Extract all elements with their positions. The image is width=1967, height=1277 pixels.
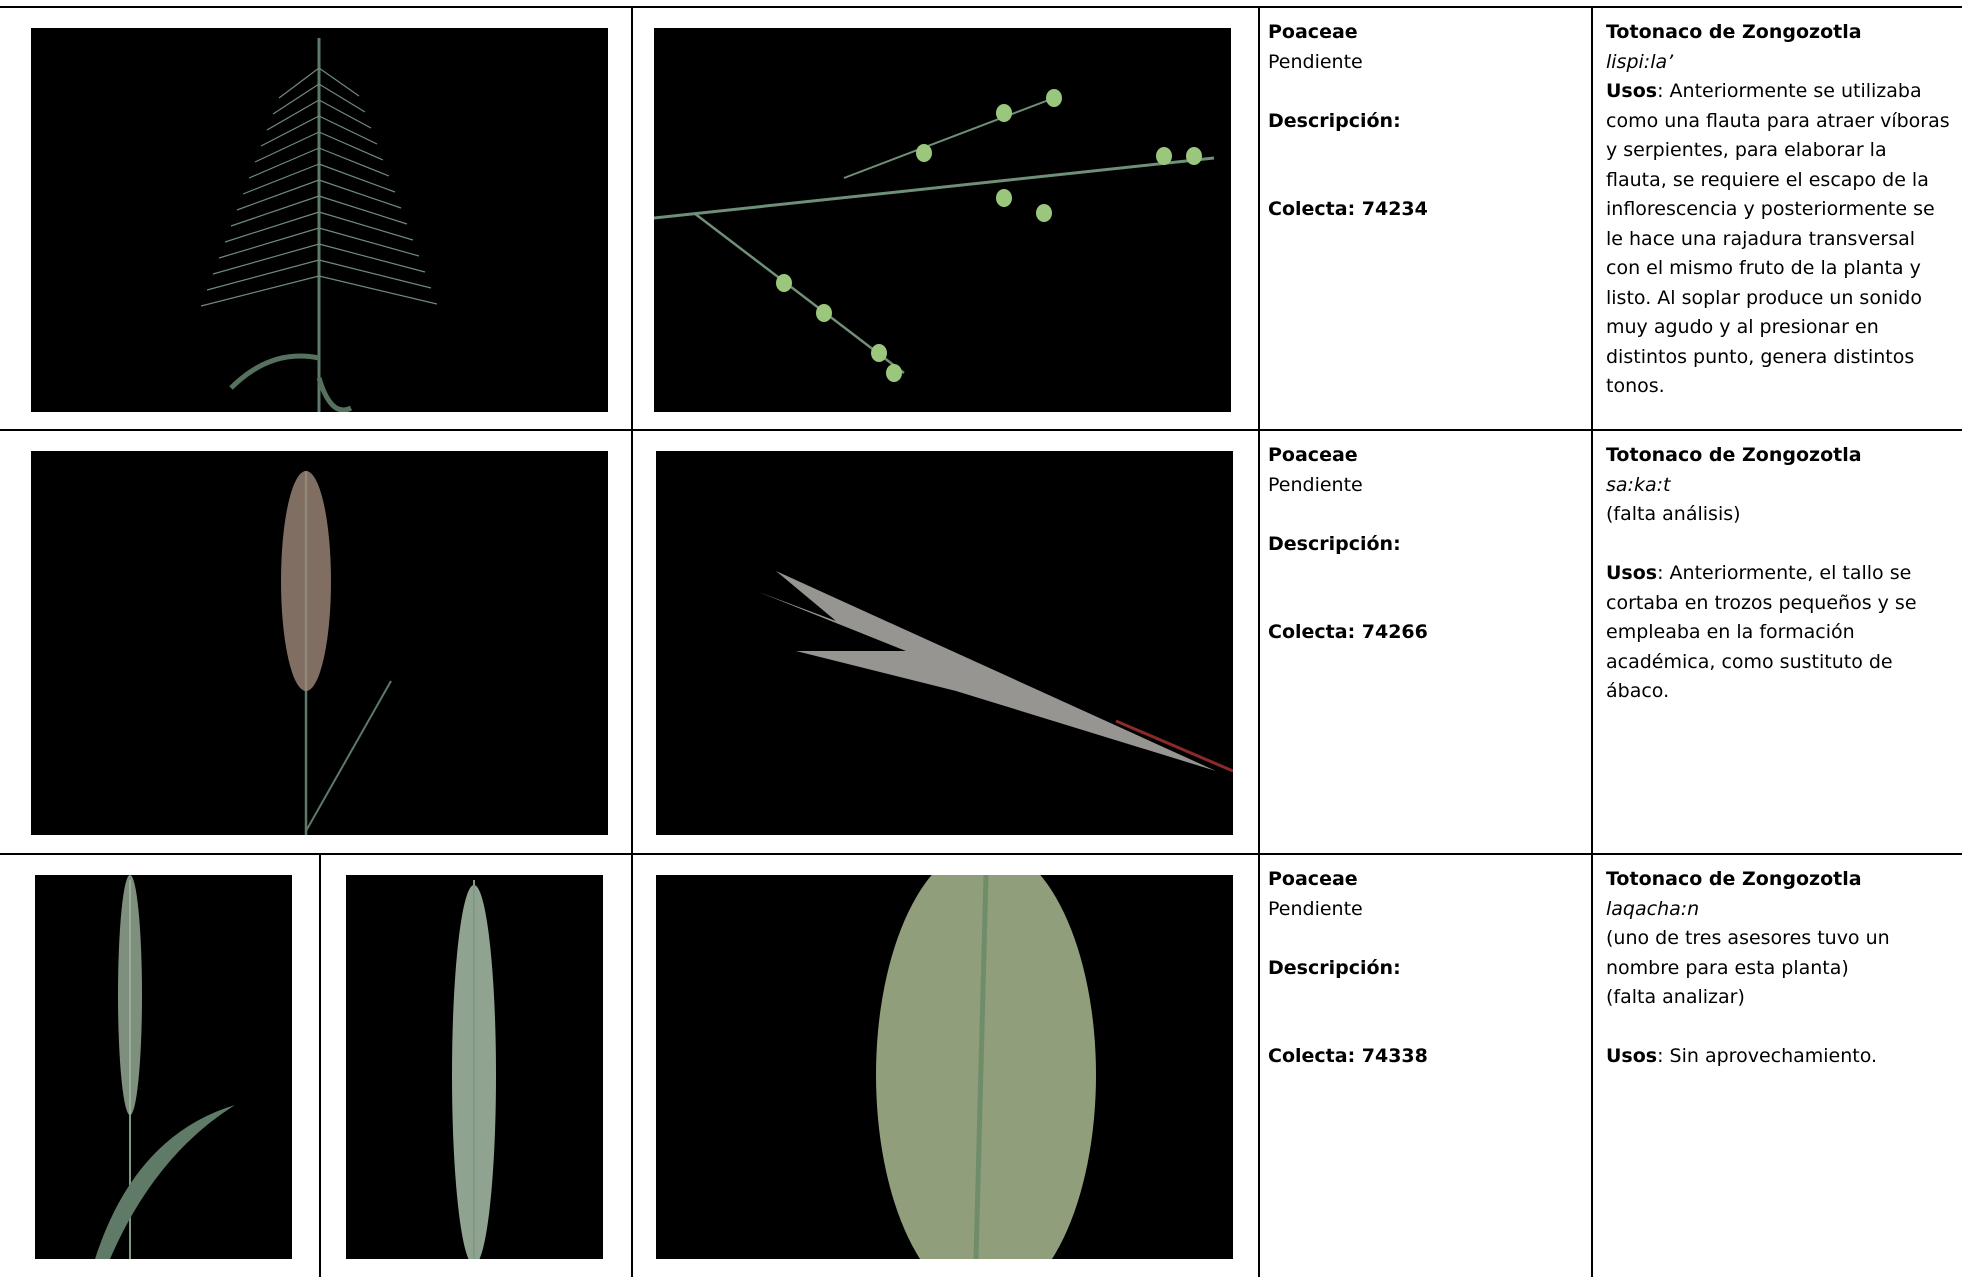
spacer (1268, 589, 1578, 619)
status: Pendiente (1268, 473, 1363, 496)
uses-label: Usos (1606, 562, 1658, 584)
photo-sketch (876, 875, 1096, 1259)
local-name: laqacha:n (1606, 897, 1700, 920)
spacer (1268, 559, 1578, 589)
language: Totonaco de Zongozotla (1606, 868, 1862, 890)
family: Poaceae (1268, 868, 1358, 890)
collection: Colecta: 74338 (1268, 1045, 1428, 1067)
family: Poaceae (1268, 444, 1358, 466)
spacer (1268, 136, 1578, 166)
photo-sketch (756, 571, 1233, 773)
table-row: Poaceae Pendiente Descripción: Colecta: 743… (0, 853, 1962, 1277)
spacer (1268, 166, 1578, 196)
language-cell: Totonaco de Zongozotla laqacha:n (uno de t… (1606, 865, 1951, 1072)
collection: Colecta: 74266 (1268, 621, 1428, 643)
spacer (1268, 1013, 1578, 1043)
cell-border (631, 431, 633, 855)
photo-sketch (95, 875, 235, 1259)
spacer (1606, 530, 1951, 560)
spacer (1268, 983, 1578, 1013)
local-name: sa:ka:t (1606, 473, 1671, 496)
uses-label: Usos (1606, 80, 1658, 102)
plant-photo (654, 28, 1231, 412)
cell-border (1591, 431, 1593, 855)
cell-border (319, 855, 321, 1277)
spacer (1606, 1013, 1951, 1043)
uses: Usos: Sin aprovechamiento. (1606, 1042, 1951, 1072)
plant-photo (656, 875, 1233, 1259)
uses-text: : Sin aprovechamiento. (1657, 1045, 1878, 1067)
plant-photo (346, 875, 603, 1259)
cell-border (1258, 855, 1260, 1277)
plant-photo (35, 875, 292, 1259)
uses: Usos: Anteriormente, el tallo se cortaba… (1606, 559, 1951, 707)
family-cell: Poaceae Pendiente Descripción: Colecta: 742… (1268, 441, 1578, 648)
language: Totonaco de Zongozotla (1606, 21, 1862, 43)
local-name: lispi:la’ (1606, 50, 1674, 73)
table-row: Poaceae Pendiente Descripción: Colecta: 742… (0, 429, 1962, 855)
plant-photo (656, 451, 1233, 835)
cell-border (1258, 8, 1260, 431)
photo-sketch (281, 471, 392, 835)
spacer (1268, 924, 1578, 954)
status: Pendiente (1268, 897, 1363, 920)
language: Totonaco de Zongozotla (1606, 444, 1862, 466)
description-label: Descripción: (1268, 532, 1401, 555)
family-cell: Poaceae Pendiente Descripción: Colecta: 743… (1268, 865, 1578, 1072)
cell-border (1591, 8, 1593, 431)
description-label: Descripción: (1268, 956, 1401, 979)
plant-photo (31, 451, 608, 835)
language-cell: Totonaco de Zongozotla sa:ka:t (falta anál… (1606, 441, 1951, 707)
cell-border (631, 8, 633, 431)
plant-photo (31, 28, 608, 412)
uses: Usos: Anteriormente se utilizaba como un… (1606, 77, 1951, 402)
uses-text: : Anteriormente se utilizaba como una fl… (1606, 80, 1950, 397)
family: Poaceae (1268, 21, 1358, 43)
language-cell: Totonaco de Zongozotla lispi:la’ Usos: Ant… (1606, 18, 1951, 402)
description-label: Descripción: (1268, 109, 1401, 132)
cell-border (631, 855, 633, 1277)
note: (falta analizar) (1606, 986, 1745, 1008)
cell-border (1258, 431, 1260, 855)
uses-label: Usos (1606, 1045, 1658, 1067)
cell-border (1591, 855, 1593, 1277)
photo-sketch (654, 89, 1215, 382)
photo-sketch (200, 38, 438, 412)
family-cell: Poaceae Pendiente Descripción: Colecta: 742… (1268, 18, 1578, 225)
note: (uno de tres asesores tuvo un nombre par… (1606, 927, 1890, 979)
collection: Colecta: 74234 (1268, 198, 1428, 220)
status: Pendiente (1268, 50, 1363, 73)
spacer (1268, 500, 1578, 530)
photo-sketch (452, 880, 496, 1259)
table-row: Poaceae Pendiente Descripción: Colecta: 742… (0, 6, 1962, 431)
spacer (1268, 77, 1578, 107)
note: (falta análisis) (1606, 503, 1741, 525)
uses-text: : Anteriormente, el tallo se cortaba en … (1606, 562, 1917, 702)
